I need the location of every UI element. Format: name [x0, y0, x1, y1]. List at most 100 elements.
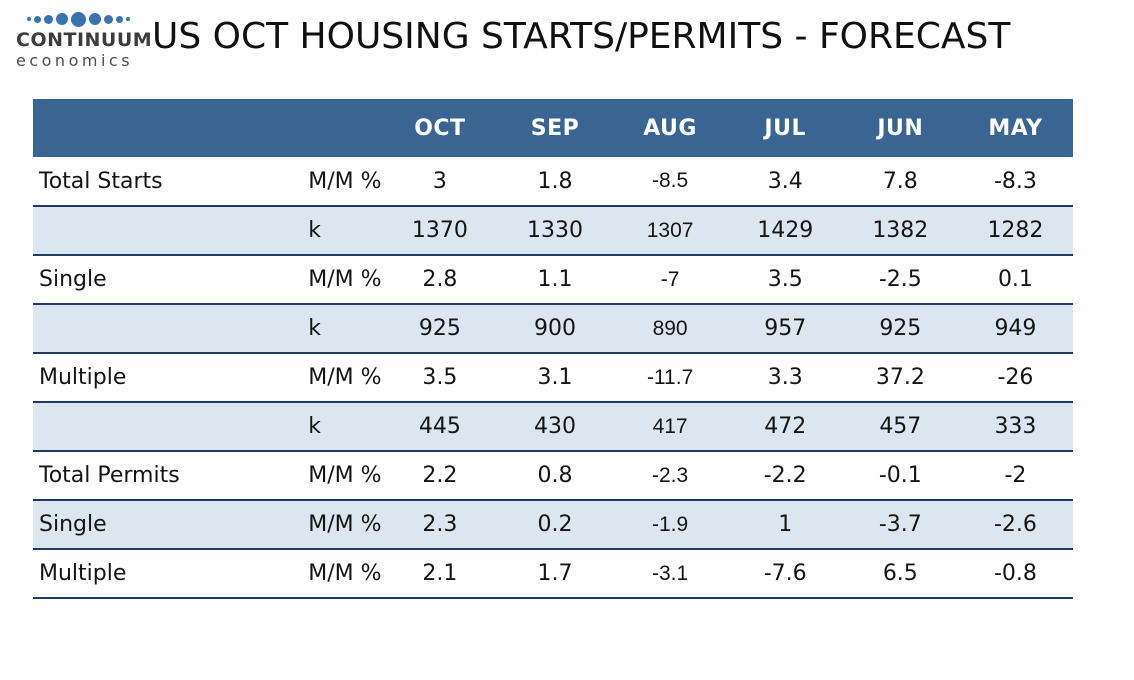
row-unit: M/M % [300, 255, 383, 305]
cell-value: -8.5 [612, 157, 728, 207]
table-row: Single M/M % 2.8 1.1 -7 3.5 -2.5 0.1 [33, 255, 1073, 305]
row-label: Single [33, 255, 301, 305]
cell-value: -3.7 [842, 500, 958, 550]
table-row: Multiple M/M % 2.1 1.7 -3.1 -7.6 6.5 -0.8 [33, 549, 1073, 599]
row-label: Total Starts [33, 157, 301, 207]
cell-value: 925 [382, 304, 498, 354]
cell-value: 457 [842, 402, 958, 452]
cell-value: 1382 [842, 206, 958, 256]
row-unit: k [300, 206, 383, 256]
cell-value: 925 [842, 304, 958, 354]
cell-value: 1.1 [497, 255, 613, 305]
logo-dot-icon [33, 15, 41, 23]
continuum-logo: CONTINUUM economics [16, 10, 153, 70]
cell-value: 1307 [612, 206, 728, 256]
header-empty-label [33, 99, 301, 157]
row-unit: M/M % [300, 157, 383, 207]
month-header: AUG [612, 99, 728, 157]
row-unit: k [300, 304, 383, 354]
logo-dots-icon [16, 10, 140, 28]
cell-value: -1.9 [612, 500, 728, 550]
cell-value: 1330 [497, 206, 613, 256]
cell-value: -26 [957, 353, 1073, 403]
cell-value: 1282 [957, 206, 1073, 256]
cell-value: 3.3 [727, 353, 843, 403]
month-header: JUN [842, 99, 958, 157]
logo-dot-icon [70, 11, 86, 27]
forecast-table: OCT SEP AUG JUL JUN MAY Total Starts M/M % 3 1.8… [33, 99, 1073, 599]
logo-wordmark: CONTINUUM [16, 29, 153, 51]
cell-value: -11.7 [612, 353, 728, 403]
cell-value: 2.2 [382, 451, 498, 501]
cell-value: 3.1 [497, 353, 613, 403]
table-row: k 1370 1330 1307 1429 1382 1282 [33, 206, 1073, 256]
cell-value: 6.5 [842, 549, 958, 599]
cell-value: -2.3 [612, 451, 728, 501]
cell-value: -7.6 [727, 549, 843, 599]
cell-value: -3.1 [612, 549, 728, 599]
cell-value: 3 [382, 157, 498, 207]
table-header-row: OCT SEP AUG JUL JUN MAY [33, 99, 1073, 157]
logo-dot-icon [103, 14, 113, 24]
page-title: US OCT HOUSING STARTS/PERMITS - FORECAST [152, 16, 1011, 57]
header-empty-unit [300, 99, 383, 157]
month-header: SEP [497, 99, 613, 157]
cell-value: -2 [957, 451, 1073, 501]
cell-value: 333 [957, 402, 1073, 452]
row-unit: M/M % [300, 549, 383, 599]
cell-value: 2.1 [382, 549, 498, 599]
table-row: Total Starts M/M % 3 1.8 -8.5 3.4 7.8 -8.3 [33, 157, 1073, 207]
month-header: JUL [727, 99, 843, 157]
cell-value: -2.5 [842, 255, 958, 305]
cell-value: -2.2 [727, 451, 843, 501]
month-header: MAY [957, 99, 1073, 157]
table-body: Total Starts M/M % 3 1.8 -8.5 3.4 7.8 -8.3 k 1370… [33, 157, 1073, 599]
logo-dot-icon [55, 13, 68, 25]
cell-value: -2.6 [957, 500, 1073, 550]
cell-value: -7 [612, 255, 728, 305]
cell-value: 3.4 [727, 157, 843, 207]
cell-value: 430 [497, 402, 613, 452]
cell-value: 890 [612, 304, 728, 354]
row-label: Total Permits [33, 451, 301, 501]
cell-value: 3.5 [382, 353, 498, 403]
cell-value: 1 [727, 500, 843, 550]
cell-value: 0.8 [497, 451, 613, 501]
cell-value: 7.8 [842, 157, 958, 207]
table-row: k 925 900 890 957 925 949 [33, 304, 1073, 354]
cell-value: 957 [727, 304, 843, 354]
cell-value: -0.8 [957, 549, 1073, 599]
cell-value: -0.1 [842, 451, 958, 501]
cell-value: 0.2 [497, 500, 613, 550]
logo-dot-icon [115, 15, 123, 23]
forecast-table-container: OCT SEP AUG JUL JUN MAY Total Starts M/M % 3 1.8… [33, 99, 1073, 599]
row-unit: M/M % [300, 353, 383, 403]
table-row: Single M/M % 2.3 0.2 -1.9 1 -3.7 -2.6 [33, 500, 1073, 550]
logo-dot-icon [43, 14, 53, 24]
table-row: Multiple M/M % 3.5 3.1 -11.7 3.3 37.2 -26 [33, 353, 1073, 403]
cell-value: 2.8 [382, 255, 498, 305]
logo-subtitle: economics [16, 50, 134, 70]
table-row: Total Permits M/M % 2.2 0.8 -2.3 -2.2 -0.1 -2 [33, 451, 1073, 501]
row-unit: k [300, 402, 383, 452]
cell-value: 1.8 [497, 157, 613, 207]
row-label [33, 206, 301, 256]
row-unit: M/M % [300, 500, 383, 550]
logo-dot-icon [125, 17, 130, 21]
row-label [33, 402, 301, 452]
row-label: Single [33, 500, 301, 550]
row-label: Multiple [33, 549, 301, 599]
cell-value: 3.5 [727, 255, 843, 305]
cell-value: 0.1 [957, 255, 1073, 305]
row-label [33, 304, 301, 354]
row-label: Multiple [33, 353, 301, 403]
cell-value: 1.7 [497, 549, 613, 599]
cell-value: -8.3 [957, 157, 1073, 207]
cell-value: 472 [727, 402, 843, 452]
cell-value: 900 [497, 304, 613, 354]
cell-value: 37.2 [842, 353, 958, 403]
logo-dot-icon [88, 13, 101, 25]
logo-dot-icon [26, 17, 31, 21]
cell-value: 2.3 [382, 500, 498, 550]
row-unit: M/M % [300, 451, 383, 501]
